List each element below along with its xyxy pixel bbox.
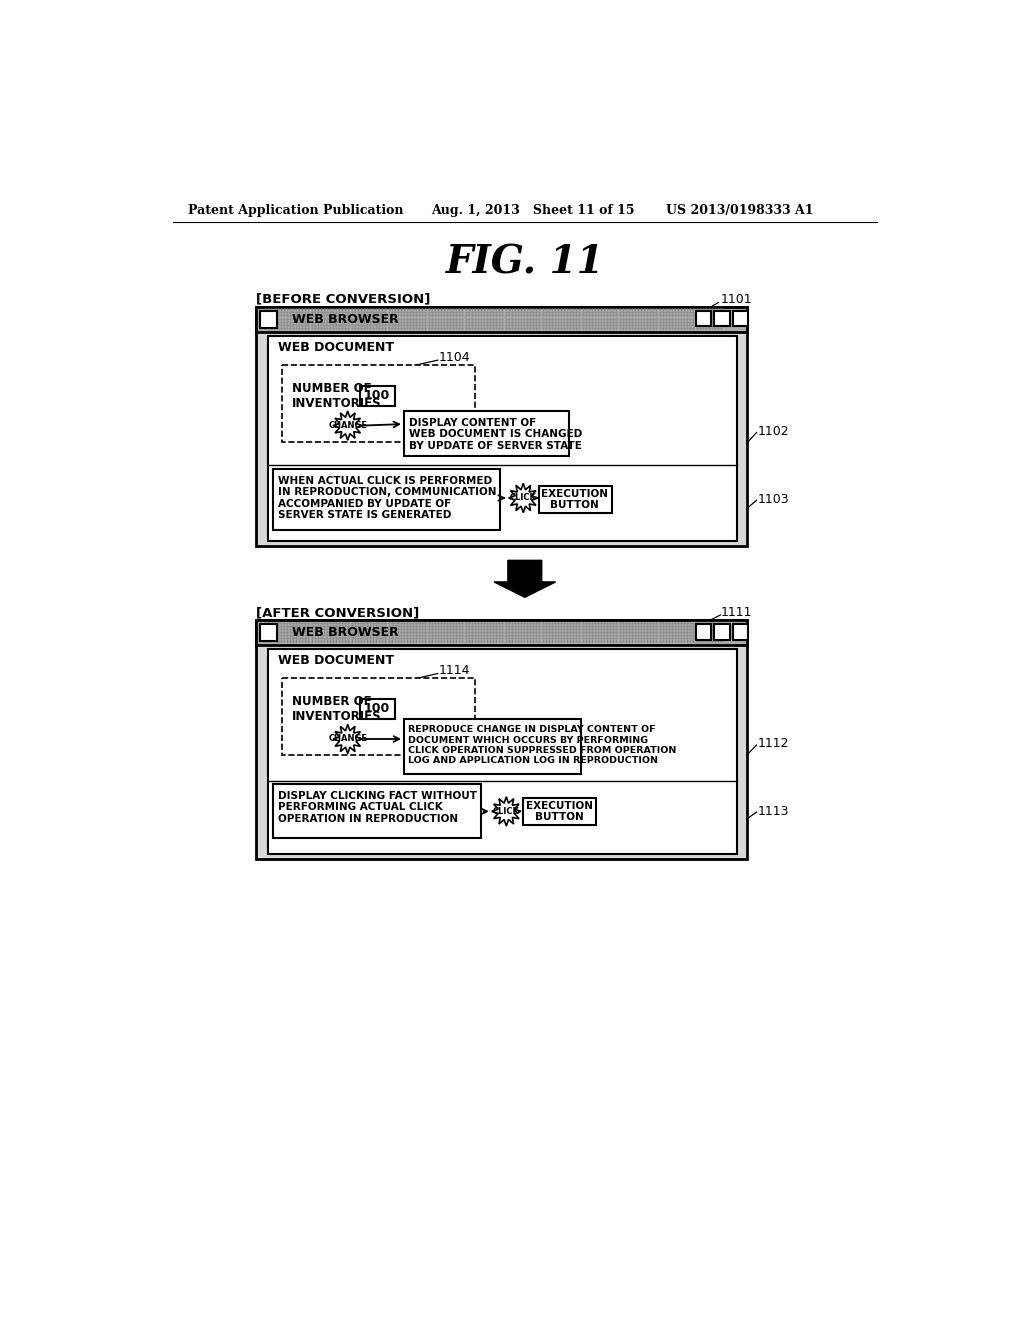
Text: 1111: 1111: [721, 606, 753, 619]
Bar: [273, 784, 481, 838]
Bar: [403, 411, 569, 455]
Text: Patent Application Publication: Patent Application Publication: [188, 205, 403, 218]
Bar: [695, 624, 711, 640]
Polygon shape: [509, 483, 538, 512]
Text: 1103: 1103: [758, 492, 790, 506]
Polygon shape: [333, 411, 362, 441]
Bar: [403, 719, 581, 775]
Bar: [695, 312, 711, 326]
Text: 1113: 1113: [758, 805, 790, 818]
Bar: [523, 797, 596, 825]
Text: WHEN ACTUAL CLICK IS PERFORMED
IN REPRODUCTION, COMMUNICATION
ACCOMPANIED BY UPD: WHEN ACTUAL CLICK IS PERFORMED IN REPROD…: [279, 475, 497, 520]
Bar: [273, 469, 500, 531]
Text: DISPLAY CLICKING FACT WITHOUT
PERFORMING ACTUAL CLICK
OPERATION IN REPRODUCTION: DISPLAY CLICKING FACT WITHOUT PERFORMING…: [279, 791, 477, 824]
Text: FIG. 11: FIG. 11: [445, 243, 604, 281]
Text: 1112: 1112: [758, 737, 790, 750]
Bar: [714, 624, 730, 640]
Text: [BEFORE CONVERSION]: [BEFORE CONVERSION]: [256, 293, 430, 306]
Text: WEB BROWSER: WEB BROWSER: [292, 313, 399, 326]
Text: NUMBER OF
INVENTORIES: NUMBER OF INVENTORIES: [292, 381, 382, 409]
Bar: [360, 700, 394, 719]
Text: 1101: 1101: [721, 293, 753, 306]
Bar: [260, 312, 276, 327]
Text: CLICK: CLICK: [510, 494, 537, 503]
Text: WEB BROWSER: WEB BROWSER: [292, 626, 399, 639]
Bar: [256, 620, 746, 859]
Bar: [714, 312, 730, 326]
Text: 100: 100: [364, 389, 390, 403]
Text: Aug. 1, 2013   Sheet 11 of 15: Aug. 1, 2013 Sheet 11 of 15: [431, 205, 634, 218]
Bar: [260, 624, 276, 642]
Bar: [267, 649, 737, 854]
Bar: [283, 678, 475, 755]
Text: 100: 100: [364, 702, 390, 715]
Bar: [256, 308, 746, 331]
Text: [AFTER CONVERSION]: [AFTER CONVERSION]: [256, 606, 419, 619]
Polygon shape: [494, 560, 556, 597]
Text: DISPLAY CONTENT OF
WEB DOCUMENT IS CHANGED
BY UPDATE OF SERVER STATE: DISPLAY CONTENT OF WEB DOCUMENT IS CHANG…: [410, 418, 583, 451]
Text: CHANGE: CHANGE: [329, 734, 368, 743]
Text: REPRODUCE CHANGE IN DISPLAY CONTENT OF
DOCUMENT WHICH OCCURS BY PERFORMING
CLICK: REPRODUCE CHANGE IN DISPLAY CONTENT OF D…: [408, 725, 676, 766]
Text: WEB DOCUMENT: WEB DOCUMENT: [279, 341, 394, 354]
Text: WEB DOCUMENT: WEB DOCUMENT: [279, 653, 394, 667]
Polygon shape: [333, 725, 362, 754]
Bar: [256, 308, 746, 545]
Bar: [733, 624, 749, 640]
Text: EXECUTION
BUTTON: EXECUTION BUTTON: [526, 800, 593, 822]
Bar: [539, 486, 611, 513]
Bar: [267, 335, 737, 541]
Text: 1114: 1114: [438, 664, 470, 677]
Text: CLICK: CLICK: [493, 807, 520, 816]
Text: EXECUTION
BUTTON: EXECUTION BUTTON: [542, 488, 608, 511]
Text: NUMBER OF
INVENTORIES: NUMBER OF INVENTORIES: [292, 694, 382, 723]
Text: US 2013/0198333 A1: US 2013/0198333 A1: [666, 205, 813, 218]
Bar: [733, 312, 749, 326]
Bar: [360, 385, 394, 405]
Text: 1102: 1102: [758, 425, 790, 438]
Text: CHANGE: CHANGE: [329, 421, 368, 430]
Text: 1104: 1104: [438, 351, 470, 363]
Polygon shape: [492, 797, 521, 826]
Bar: [256, 620, 746, 645]
Bar: [283, 364, 475, 442]
